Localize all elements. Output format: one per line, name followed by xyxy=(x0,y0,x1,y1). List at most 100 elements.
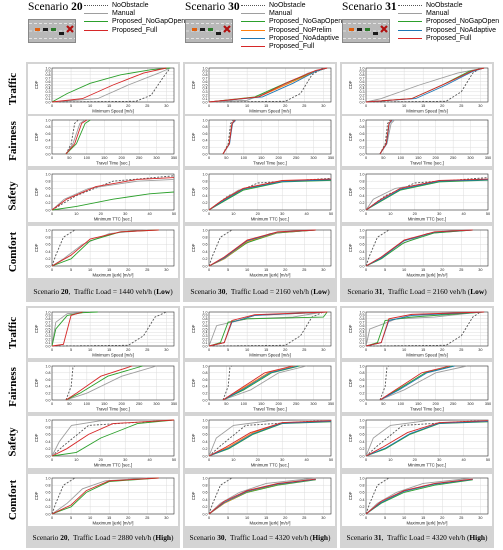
y-tick-label: 0.8 xyxy=(360,317,365,321)
x-tick-label: 20 xyxy=(256,212,260,216)
x-tick-label: 20 xyxy=(440,104,444,108)
x-tick-label: 50 xyxy=(381,156,385,160)
scenario-header: Scenario 31 NoObstacle Manual Proposed_NoGa… xyxy=(340,0,499,62)
chart-background xyxy=(185,226,335,278)
x-tick-label: 10 xyxy=(245,268,249,272)
x-tick-label: 50 xyxy=(381,402,385,406)
legend: NoObstacle Manual Proposed_NoGapOpen Propos… xyxy=(241,1,342,51)
chart-background xyxy=(342,170,492,222)
x-tick-label: 350 xyxy=(485,402,491,406)
y-tick-label: 0.4 xyxy=(203,385,208,389)
y-tick-label: 1.0 xyxy=(360,228,365,232)
y-tick-label: 1.0 xyxy=(203,364,208,368)
x-tick-label: 15 xyxy=(421,104,425,108)
y-tick-label: 0.6 xyxy=(360,132,365,136)
axes-frame xyxy=(208,419,332,457)
axes-frame xyxy=(51,119,175,155)
x-tick-label: 25 xyxy=(459,516,463,520)
y-tick-label: 0.7 xyxy=(360,321,365,325)
y-tick-label: 0.0 xyxy=(203,454,208,458)
row-label-text: Safety xyxy=(7,181,20,211)
x-tick-label: 350 xyxy=(171,156,177,160)
row-label-comfort: Comfort xyxy=(0,226,26,278)
chart-background xyxy=(28,416,178,468)
x-tick-label: 50 xyxy=(67,156,71,160)
y-tick-label: 0.8 xyxy=(46,236,51,240)
x-tick-label: 300 xyxy=(153,402,159,406)
x-tick-label: 10 xyxy=(88,104,92,108)
axes-frame xyxy=(365,119,489,155)
x-tick-label: 20 xyxy=(99,212,103,216)
caption-end: ) xyxy=(327,286,330,296)
y-axis-label: CDF xyxy=(34,378,39,387)
series-line-manual xyxy=(365,477,473,515)
y-tick-label: 0.2 xyxy=(360,447,365,451)
legend-label: Proposed_NoGapOpen xyxy=(269,18,343,26)
y-tick-label: 0.5 xyxy=(360,327,365,331)
legend-swatch xyxy=(398,4,422,6)
x-axis-label: Minimum Speed [m/s] xyxy=(249,109,291,114)
cdf-chart-comfort: 0 5 10 15 20 25 30 0.0 0.2 0.4 0.6 0.8 1.0 CDF Maximum… xyxy=(28,226,178,278)
series-line-proposed-nogapopen xyxy=(51,477,159,515)
cdf-chart-traffic: 0 5 10 15 20 25 30 0.00.10.20.30.40.50.60.70.80… xyxy=(28,64,178,114)
x-tick-label: 30 xyxy=(280,212,284,216)
y-tick-label: 0.8 xyxy=(360,371,365,375)
y-tick-label: 0.0 xyxy=(46,454,51,458)
x-tick-label: 50 xyxy=(486,212,490,216)
y-tick-label: 0.4 xyxy=(203,331,208,335)
cdf-chart-safety: 0 10 20 30 40 50 0.0 0.2 0.4 0.6 0.8 1.0 CDF Minimum … xyxy=(28,416,178,468)
x-axis-label: Travel Time [sec.] xyxy=(253,161,287,166)
series-line-noobstacle xyxy=(65,119,79,155)
chart-background xyxy=(342,416,492,468)
x-tick-label: 0 xyxy=(208,458,210,462)
caption-load-text: , Traffic Load = 2160 veh/h ( xyxy=(225,286,314,296)
series-line-proposed-noadaptive xyxy=(222,365,298,401)
series-line-proposed-noadaptive xyxy=(208,478,316,515)
x-tick-label: 10 xyxy=(388,212,392,216)
row-label-text: Comfort xyxy=(7,231,20,273)
series-line-proposed-full xyxy=(222,119,236,155)
y-tick-label: 0.6 xyxy=(203,324,208,328)
x-axis-label: Travel Time [sec.] xyxy=(96,161,130,166)
y-tick-label: 0.6 xyxy=(360,378,365,382)
caption-load-text: , Traffic Load = 2880 veh/h ( xyxy=(67,532,156,542)
y-tick-label: 0.0 xyxy=(203,344,208,348)
x-tick-label: 300 xyxy=(310,402,316,406)
car-icon xyxy=(43,28,48,31)
x-tick-label: 0 xyxy=(51,348,53,352)
car-icon xyxy=(59,32,64,35)
legend-label: Manual xyxy=(426,9,449,17)
y-tick-label: 0.6 xyxy=(360,491,365,495)
y-tick-label: 0.6 xyxy=(203,80,208,84)
cdf-chart-comfort: 0 5 10 15 20 25 30 0.0 0.2 0.4 0.6 0.8 1.0 CDF Maximum… xyxy=(342,474,492,526)
x-tick-label: 150 xyxy=(415,402,421,406)
row-label-safety: Safety xyxy=(0,416,26,468)
y-tick-label: 0.6 xyxy=(46,187,51,191)
y-tick-label: 1.0 xyxy=(360,418,365,422)
series-line-proposed-full xyxy=(365,229,473,267)
y-tick-label: 0.8 xyxy=(203,371,208,375)
x-axis-label: Minimum Speed [m/s] xyxy=(249,353,291,358)
x-tick-label: 150 xyxy=(258,156,264,160)
row-label-comfort: Comfort xyxy=(0,474,26,526)
legend-swatch xyxy=(84,29,108,31)
series-line-noobstacle xyxy=(208,67,324,103)
x-axis-label: Travel Time [sec.] xyxy=(253,407,287,412)
y-tick-label: 0.9 xyxy=(203,314,208,318)
legend-item: Manual xyxy=(84,9,185,17)
x-tick-label: 25 xyxy=(302,516,306,520)
chart-background xyxy=(342,116,492,166)
scenario-header: Scenario 20 NoObstacle Manual Proposed_NoGa… xyxy=(26,0,185,62)
caption-load-level: High xyxy=(469,532,486,542)
cdf-chart-fairness: 0 50 100 150 200 250 300 350 0.0 0.2 0.4 0.6 0.8 1.0 C… xyxy=(185,362,335,412)
y-tick-label: 0.6 xyxy=(360,187,365,191)
caption-load-level: High xyxy=(312,532,329,542)
obstacle-icon xyxy=(66,25,74,33)
caption-load-level: Low xyxy=(313,286,328,296)
legend-label: Manual xyxy=(269,9,292,17)
series-line-proposed-full xyxy=(365,420,489,457)
x-tick-label: 30 xyxy=(123,212,127,216)
scenario-header: Scenario 30 NoObstacle Manual Proposed_NoGa… xyxy=(183,0,342,62)
x-tick-label: 10 xyxy=(231,458,235,462)
x-tick-label: 25 xyxy=(145,516,149,520)
